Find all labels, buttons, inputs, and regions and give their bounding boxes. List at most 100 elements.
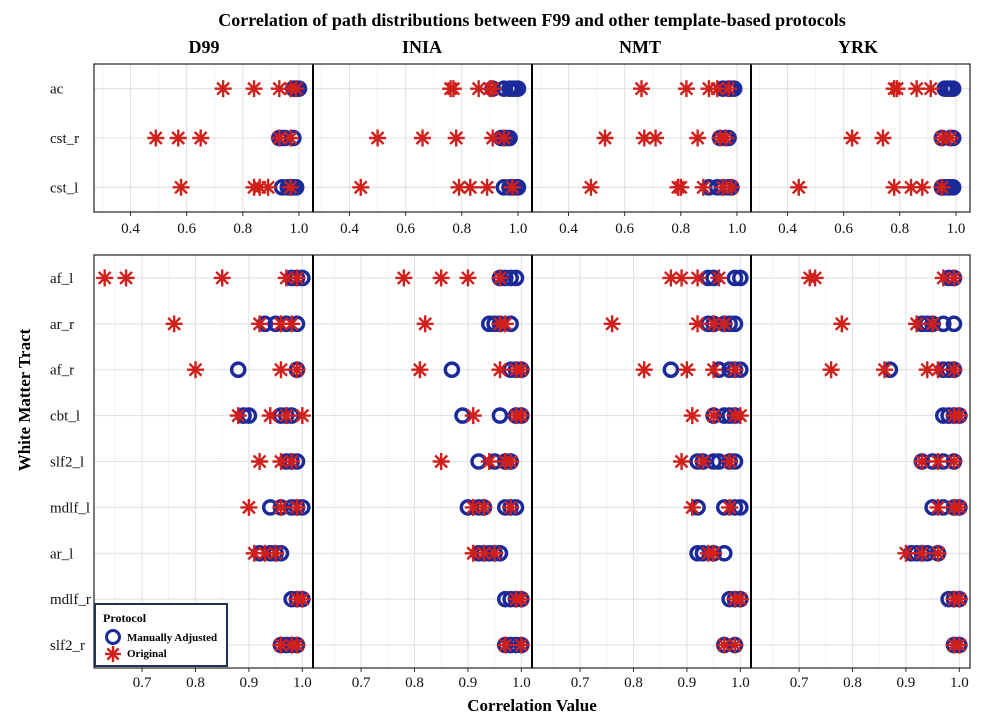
point-original-yrk-cst-r [941,129,959,147]
row-label-mdlf-l: mdlf_l [50,500,90,516]
x-tick-label: 0.6 [396,221,415,237]
point-original-inia-slf2-r [496,636,514,654]
point-original-nmt-cbt-l [705,407,723,425]
point-original-nmt-ar-r [715,315,733,333]
x-tick-label: 0.7 [133,675,152,691]
point-original-d99-slf2-r [288,636,306,654]
point-original-inia-ac [444,80,462,98]
facet-nmt-panel-2: 0.7 0.8 0.9 1.0 [532,255,751,691]
legend-asterisk-icon [105,646,121,662]
facet-yrk-panel-2: 0.7 0.8 0.9 1.0 [751,255,970,691]
row-label-cbt-l: cbt_l [50,409,80,425]
point-original-d99-slf2-l [283,453,301,470]
point-original-yrk-mdlf-l [929,498,947,516]
point-original-yrk-cst-l [790,178,808,196]
point-adjusted-inia-cbt-l [491,407,509,424]
point-original-nmt-slf2-l [694,453,712,470]
point-original-nmt-af-l [662,269,680,287]
point-original-d99-ar-r [272,315,290,333]
legend-title: Protocol [103,611,147,625]
point-adjusted-yrk-ac [944,80,962,97]
point-original-d99-af-l [288,269,306,287]
point-original-inia-ar-r [496,315,514,333]
point-original-nmt-af-l [673,269,691,287]
point-original-d99-mdlf-l [272,498,290,516]
panel-frame [93,254,971,669]
point-original-nmt-cst-l [582,178,600,196]
legend-box [94,603,228,667]
point-original-yrk-ac [888,80,906,98]
point-original-nmt-ar-l [705,544,723,562]
point-original-yrk-ar-r [924,315,942,333]
point-original-inia-ar-r [416,315,434,333]
x-tick-label: 1.0 [293,675,312,691]
point-original-yrk-slf2-r [950,636,968,654]
x-tick-label: 1.0 [509,221,528,237]
point-original-yrk-af-r [945,361,963,379]
point-original-nmt-ar-r [689,315,707,333]
x-tick-label: 0.6 [615,221,634,237]
point-original-nmt-mdlf-l [721,498,739,516]
point-original-d99-ar-r [251,315,269,333]
facet-label-yrk: YRK [838,37,878,57]
point-original-d99-mdlf-l [240,498,258,516]
point-original-d99-af-r [186,361,204,379]
point-original-nmt-cst-r [596,129,614,147]
point-original-nmt-slf2-l [673,453,691,470]
point-original-nmt-mdlf-l [683,498,701,516]
x-tick-label: 0.9 [897,675,916,691]
point-original-inia-mdlf-l [502,498,520,516]
point-original-d99-cst-r [169,129,187,147]
point-original-d99-cst-r [282,129,300,147]
point-original-yrk-slf2-l [913,453,931,470]
point-original-inia-slf2-r [512,636,530,654]
point-original-d99-ac [270,80,288,98]
x-tick-label: 0.4 [121,221,140,237]
point-original-d99-cst-r [147,129,165,147]
point-original-d99-cbt-l [277,407,295,425]
x-tick-label: 0.8 [452,221,471,237]
point-original-d99-cst-l [259,178,277,196]
point-original-nmt-cst-r [717,129,735,147]
point-original-d99-ar-r [165,315,183,333]
x-tick-label: 0.9 [678,675,697,691]
legend-entry-adjusted: Manually Adjusted [127,632,217,644]
facet-inia-panel-2: 0.7 0.8 0.9 1.0 [313,255,532,691]
y-axis-title: White Matter Tract [15,328,34,471]
row-label-af-r: af_r [50,363,74,379]
point-original-d99-cst-r [270,129,288,147]
point-original-yrk-mdlf-l [950,498,968,516]
point-original-yrk-cst-r [874,129,892,147]
x-tick-label: 1.0 [950,675,969,691]
facet-d99-panel-1: 0.4 0.6 0.8 1.0 [94,64,313,237]
x-tick-label: 0.9 [459,675,478,691]
row-label-cst-r: cst_r [50,131,79,147]
point-original-d99-ar-l [267,544,285,562]
row-label-mdlf-r: mdlf_r [50,592,91,608]
point-original-inia-cst-r [447,129,465,147]
x-tick-label: 0.8 [186,675,205,691]
row-label-ar-r: ar_r [50,317,74,333]
point-original-inia-mdlf-r [512,590,530,608]
legend-circle-icon [105,629,121,645]
point-adjusted-yrk-ar-r [945,315,963,333]
point-original-d99-mdlf-r [293,590,311,608]
x-tick-label: 1.0 [947,221,966,237]
point-original-yrk-cst-l [902,178,920,196]
point-original-d99-cbt-l [261,407,279,425]
point-original-yrk-ar-l [897,544,915,562]
point-original-yrk-af-r [929,361,947,379]
point-original-inia-slf2-l [432,453,450,470]
facet-label-d99: D99 [189,37,220,57]
legend-entry-original: Original [127,648,167,660]
facet-nmt-panel-1: 0.4 0.6 0.8 1.0 [532,64,751,237]
point-adjusted-inia-af-l [507,269,525,287]
point-original-yrk-ac [922,80,940,98]
facet-inia-panel-1: 0.4 0.6 0.8 1.0 [313,64,532,237]
row-label-slf2-r: slf2_r [50,638,85,654]
point-original-inia-ac [484,80,502,98]
point-original-d99-af-l [117,269,135,287]
point-original-inia-af-l [459,269,477,287]
